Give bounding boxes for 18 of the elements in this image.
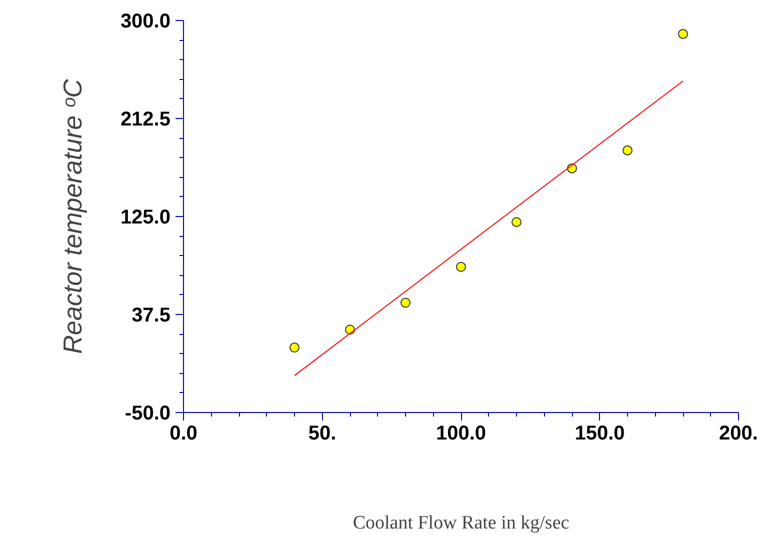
y-tick-label: 300.0: [120, 10, 171, 32]
x-tick-label: 200.: [719, 422, 758, 444]
point: [622, 145, 632, 156]
point: [678, 28, 688, 39]
y-tick-label: 125.0: [120, 206, 171, 228]
y-tick-label: 37.5: [132, 304, 171, 326]
y-axis-title: Reactor temperature ᵒC: [57, 78, 88, 354]
y-tick-label: -50.0: [124, 402, 171, 424]
point: [290, 342, 300, 353]
x-axis-title: Coolant Flow Rate in kg/sec: [352, 512, 570, 534]
x-tick-label: 50.: [308, 422, 336, 444]
point: [512, 217, 522, 228]
x-tick-label: 0.0: [170, 422, 198, 444]
x-tick-label: 100.0: [436, 422, 486, 444]
x-tick-label: 150.0: [574, 422, 625, 444]
point: [456, 262, 466, 272]
y-tick-label: 212.5: [120, 108, 171, 130]
point: [400, 298, 410, 308]
